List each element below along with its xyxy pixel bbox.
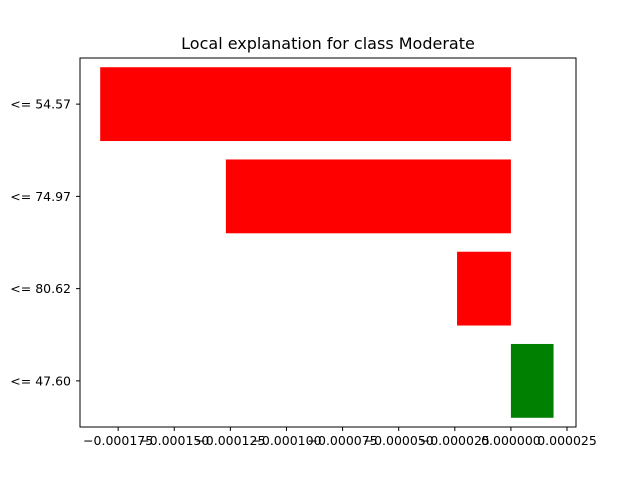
x-tick-label: −0.000050 <box>364 433 434 448</box>
bar-2 <box>225 159 511 234</box>
chart-title: Local explanation for class Moderate <box>181 34 475 53</box>
bars-group <box>100 67 554 418</box>
x-tick-label: −0.000100 <box>251 433 321 448</box>
y-ticks-group: <= 54.57 <= 74.97 <= 80.62 <= 47.60 <box>10 97 80 388</box>
bar-4 <box>510 343 554 418</box>
plot-frame <box>79 57 577 428</box>
x-tick-label: 0.000025 <box>537 433 597 448</box>
x-tick-label: −0.000025 <box>420 433 490 448</box>
x-tick-label: −0.000175 <box>83 433 153 448</box>
x-tick-label: −0.000150 <box>139 433 209 448</box>
bar-3 <box>457 251 511 326</box>
y-tick-label: <= 74.97 <box>10 189 71 204</box>
x-tick-label: −0.000125 <box>195 433 265 448</box>
y-tick-label: <= 80.62 <box>10 281 71 296</box>
x-tick-label: −0.000075 <box>308 433 378 448</box>
x-ticks-group: −0.000175−0.000150−0.000125−0.000100−0.0… <box>83 427 597 448</box>
x-tick-label: 0.000000 <box>481 433 541 448</box>
y-tick-label: <= 47.60 <box>10 373 71 388</box>
bar-1 <box>100 67 511 142</box>
y-tick-label: <= 54.57 <box>10 97 71 112</box>
